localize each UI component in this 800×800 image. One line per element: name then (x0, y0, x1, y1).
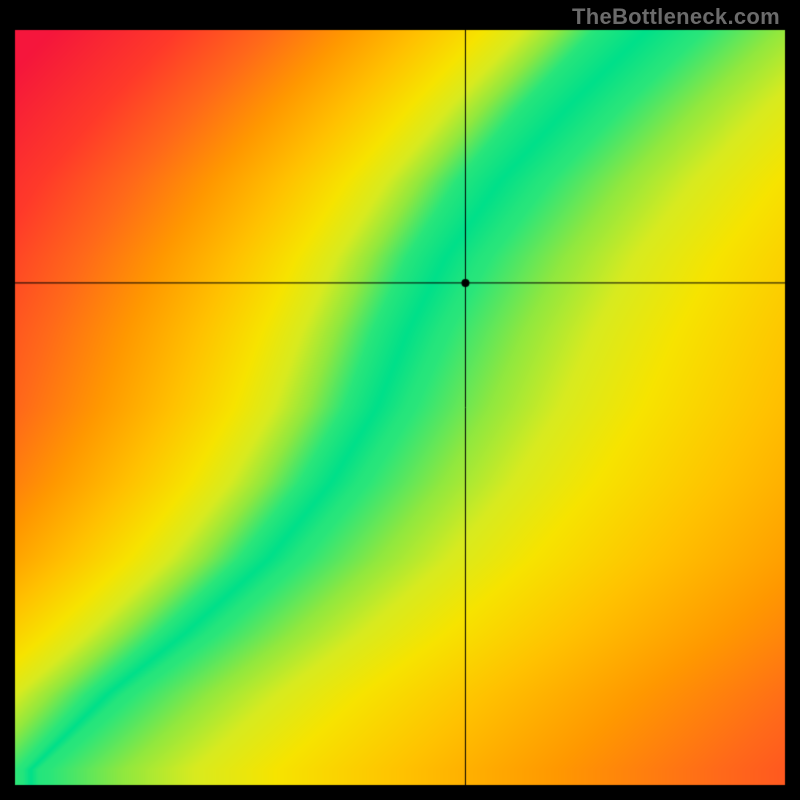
bottleneck-heatmap (0, 0, 800, 800)
watermark-text: TheBottleneck.com (572, 4, 780, 30)
chart-container: TheBottleneck.com (0, 0, 800, 800)
